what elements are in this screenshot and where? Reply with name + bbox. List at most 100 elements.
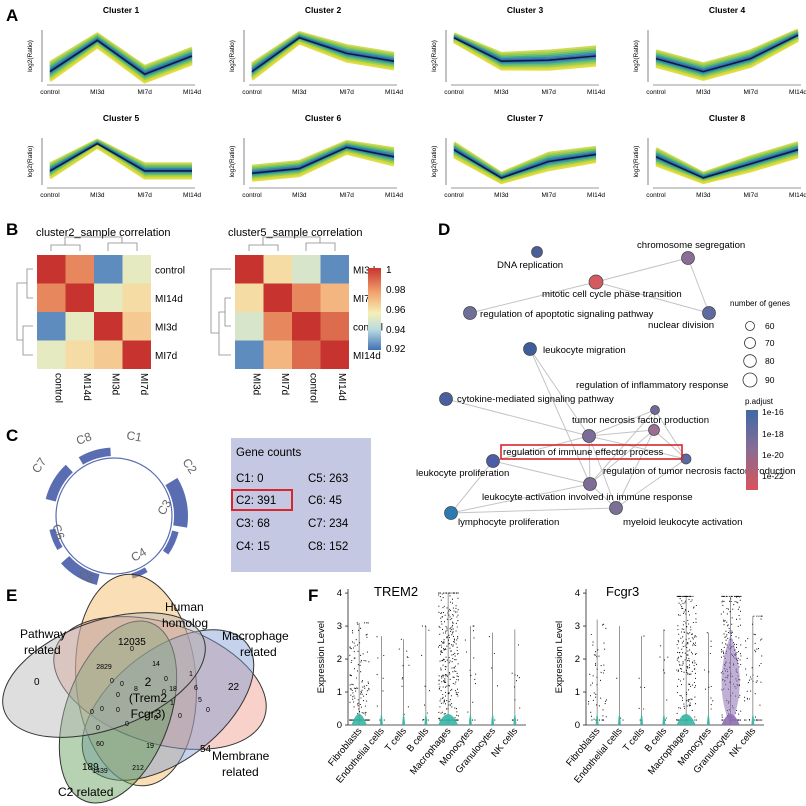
x-tick-label: MI14d [385,89,403,96]
size-legend-value: 60 [765,321,775,331]
cluster-title: Cluster 8 [709,113,746,123]
gene-count-highlight [231,489,293,511]
go-term-label: chromosome segregation [637,240,745,251]
network-edge [588,435,687,460]
violin-points [488,636,498,721]
heatmap-cell [122,283,151,312]
violin-body [438,714,459,725]
dendrogram-rows [16,268,33,356]
violin-body [617,714,621,725]
gene-count: C3: 68 [236,518,270,530]
x-tick-label: MI3d [696,89,711,96]
x-tick-label: MI14d [183,192,201,199]
venn-region-count: 0 [178,713,182,720]
venn-label-membrane: Membrane [212,749,270,763]
network-edge [445,398,590,437]
gene-count: C6: 45 [308,495,342,507]
dendrogram-cols [50,236,138,251]
venn-label-human: homolog [162,616,208,630]
heatmap-row-label: MI7d [155,351,177,362]
gene-count: C5: 263 [308,473,348,485]
network-edge [529,348,591,485]
violin-body [402,714,406,725]
violin-body [662,714,666,725]
heatmap-cell [235,283,264,312]
venn-region-count: 1 [189,671,193,678]
venn-region-count: 0 [154,715,158,722]
network-node [582,429,596,443]
venn-region-count: 212 [132,765,144,772]
go-term-label: DNA replication [497,260,563,271]
go-network-panel: DNA replication chromosome segregation mit… [416,240,796,528]
heatmap-cell [235,255,264,284]
network-node [463,306,477,320]
heatmap-row-label: MI3d [353,265,375,276]
venn-region-count: 0 [110,678,114,685]
cluster-center-line [655,34,799,73]
heatmap-col-label: MI14d [336,373,347,401]
size-legend-circle [744,337,756,349]
violin-body [721,630,740,725]
heatmap-col-label: MI14d [81,373,92,401]
venn-region-count: 0 [120,681,124,688]
go-term-label: cytokine-mediated signaling pathway [457,394,614,405]
network-edge [654,409,687,460]
venn-region-count: 18 [169,686,177,693]
network-node [702,306,716,320]
padj-value: 1e-18 [762,429,784,439]
network-edge [595,281,710,314]
heatmap-cell [122,340,151,369]
x-tick-label: MI7d [339,192,354,199]
x-tick-label: MI3d [292,192,307,199]
heatmap-cell [235,312,264,341]
cluster-band [655,155,799,185]
ring-arc [131,567,148,579]
y-tick-label: 1 [337,687,342,698]
y-tick-label: 0 [575,720,580,731]
heatmap-row-label: MI3d [155,322,177,333]
heatmap-col-label: MI7d [279,373,290,395]
colorbar-tick: 0.92 [386,344,406,355]
colorbar-tick: 0.94 [386,325,406,336]
network-node [588,274,604,290]
y-axis-label: Expression Level [554,621,565,693]
go-term-label: leukocyte migration [543,345,626,356]
venn-label-pathway: related [24,643,61,657]
violin-body [640,714,644,725]
network-node [486,454,500,468]
padj-value: 1e-22 [762,471,784,481]
network-edge [450,507,617,514]
venn-label-pathway: Pathway [20,627,66,641]
venn-region-count: 0 [206,707,210,714]
padj-value: 1e-16 [762,407,784,417]
correlation-heatmaps-panel: cluster2_sample correlation control MI14d M… [16,227,383,403]
go-term-label: myeloid leukocyte activation [623,517,742,528]
heatmap-cell [292,283,321,312]
venn-set-macro [53,616,267,750]
cluster-plot: Cluster 5 log2(Ratio) control MI3d MI7d MI14d [27,113,201,199]
ring-arc [49,528,63,551]
venn-center-count: 2 [145,675,152,689]
ring-arc [165,477,188,528]
cluster-band [49,45,193,84]
venn-region-count: 1 [170,700,174,707]
y-axis-label: log2(Ratio) [27,40,34,72]
violin-body [751,714,755,725]
x-tick-label: control [242,192,262,199]
y-tick-label: 1 [575,687,580,698]
network-node [583,477,597,491]
network-edge [492,460,591,485]
heatmap-cell [37,283,66,312]
violin-body [513,714,517,725]
y-tick-label: 4 [575,588,580,599]
venn-region-count: 5 [198,697,202,704]
cell-type-label: T cells [621,726,647,754]
cluster-plot: Cluster 8 log2(Ratio) control MI3d MI7d MI14d [633,113,806,199]
x-tick-label: control [242,89,262,96]
network-edge [588,435,591,485]
cluster-title: Cluster 7 [507,113,544,123]
network-edge [687,257,710,314]
violin-points [659,629,669,721]
colorbar-tick: 0.98 [386,285,406,296]
